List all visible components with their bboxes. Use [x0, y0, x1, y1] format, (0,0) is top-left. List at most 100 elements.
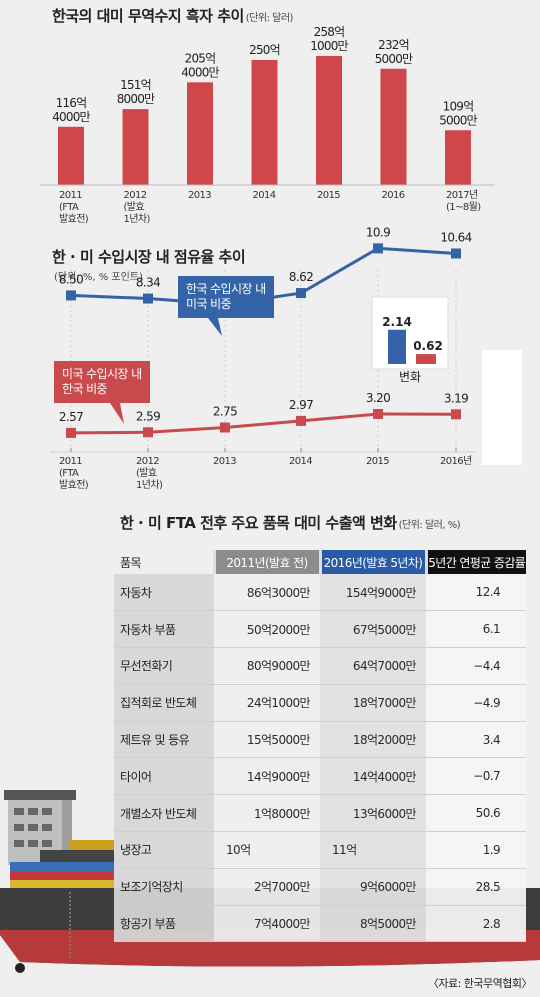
- cell-2011: 10억: [214, 831, 320, 869]
- bar-category-5: 2016: [382, 190, 405, 201]
- header-2011: 2011년(발효 전): [212, 550, 320, 574]
- line-chart-unit: (단위: %, % 포인트): [54, 272, 143, 283]
- bar-3: [251, 60, 278, 185]
- cell-2016: 154억9000만: [320, 574, 426, 612]
- us-callout-box: [178, 276, 274, 318]
- header-item: 품목: [120, 555, 141, 570]
- bar-5: [380, 68, 407, 185]
- bar-6: [445, 130, 471, 185]
- cell-2011: 2억7000만: [214, 868, 320, 906]
- cell-rate: 1.9: [426, 831, 526, 869]
- cell-2016: 11억: [320, 831, 426, 869]
- cell-rate: −4.4: [426, 647, 526, 685]
- cell-2016: 8억5000만: [320, 905, 426, 943]
- cell-item: 개별소자 반도체: [114, 794, 214, 833]
- cell-item: 무선전화기: [114, 647, 214, 685]
- kr-label-0: 2.57: [59, 410, 83, 424]
- kr-series-line: [70, 412, 457, 435]
- cell-2011: 50억2000만: [214, 610, 320, 649]
- table-row: 타이어 14억9000만 14억4000만 −0.7: [114, 757, 526, 796]
- us-label-0: 8.50: [59, 272, 83, 286]
- change-bar-us: [388, 329, 406, 364]
- cell-item: 항공기 부품: [114, 905, 214, 943]
- us-callout-label: 한국 수입시장 내 미국 비중: [186, 282, 266, 311]
- kr-point-0: [66, 427, 76, 438]
- change-inset: [371, 296, 449, 370]
- cell-item: 보조기억장치: [114, 868, 214, 906]
- line-category-3: 2014: [289, 456, 312, 467]
- table-row: 제트유 및 등유 15억5000만 18억2000만 3.4: [114, 721, 526, 759]
- line-category-0: 2011 (FTA 발효전): [59, 456, 89, 491]
- us-point-4: [373, 243, 383, 254]
- us-point-1: [143, 293, 153, 304]
- cell-item: 자동차 부품: [114, 610, 214, 649]
- bar-label-3: 250억: [249, 43, 280, 57]
- line-chart-title: 한 · 미 수입시장 내 점유율 추이: [52, 248, 246, 266]
- cell-2011: 7억4000만: [214, 905, 320, 943]
- bar-category-6: 2017년 (1~8월): [446, 189, 481, 213]
- bar-label-2: 205억 4000만: [181, 51, 219, 79]
- cell-rate: 2.8: [426, 905, 526, 943]
- cell-2016: 13억6000만: [320, 794, 426, 833]
- kr-label-1: 2.59: [136, 409, 160, 423]
- bar-0: [58, 126, 84, 185]
- header-rate: 5년간 연평균 증감률: [424, 550, 526, 574]
- us-label-1: 8.34: [136, 276, 160, 290]
- line-category-1: 2012 (발효 1년차): [136, 456, 163, 491]
- table-row: 개별소자 반도체 1억8000만 13억6000만 50.6: [114, 794, 526, 833]
- cell-2016: 67억5000만: [320, 610, 426, 649]
- us-label-5: 10.64: [440, 230, 471, 244]
- cell-2016: 18억7000만: [320, 684, 426, 722]
- kr-label-2: 2.75: [213, 405, 237, 419]
- cell-2011: 24억1000만: [214, 684, 320, 722]
- cell-item: 제트유 및 등유: [114, 721, 214, 759]
- cell-2016: 18억2000만: [320, 721, 426, 759]
- cell-rate: 12.4: [426, 574, 526, 612]
- us-point-5: [451, 248, 461, 259]
- cell-item: 집적회로 반도체: [114, 684, 214, 722]
- change-caption: 변화: [399, 370, 421, 384]
- cell-rate: 6.1: [426, 610, 526, 649]
- bar-category-3: 2014: [253, 190, 276, 201]
- table-header-row: 품목 2011년(발효 전) 2016년(발효 5년차) 5년간 연평균 증감률: [114, 550, 526, 574]
- cell-2016: 64억7000만: [320, 647, 426, 685]
- table-row: 집적회로 반도체 24억1000만 18억7000만 −4.9: [114, 684, 526, 722]
- cell-2011: 14억9000만: [214, 757, 320, 796]
- bar-label-0: 116억 4000만: [52, 96, 90, 124]
- table-row: 보조기억장치 2억7000만 9억6000만 28.5: [114, 868, 526, 906]
- source-note: 〈자료: 한국무역협회〉: [427, 977, 533, 990]
- line-category-5: 2016년: [440, 455, 472, 467]
- cell-2011: 15억5000만: [214, 721, 320, 759]
- us-label-4: 10.9: [366, 225, 390, 239]
- us-point-0: [66, 290, 76, 301]
- line-chart: 8.508.348.058.6210.910.642.572.592.752.9…: [50, 225, 475, 491]
- cell-2011: 80억9000만: [214, 647, 320, 685]
- bar-chart-title: 한국의 대미 무역수지 흑자 추이 (단위: 달러): [52, 7, 293, 25]
- kr-label-4: 3.20: [366, 391, 390, 405]
- kr-label-5: 3.19: [444, 391, 468, 405]
- kr-callout-label: 미국 수입시장 내 한국 비중: [62, 367, 142, 396]
- bar-category-4: 2015: [317, 190, 340, 201]
- kr-point-4: [373, 409, 383, 419]
- bar-label-4: 258억 1000만: [310, 25, 348, 53]
- table-title: 한 · 미 FTA 전후 주요 품목 대미 수출액 변화 (단위: 달러, %): [120, 514, 461, 532]
- bar-4: [316, 55, 342, 186]
- bar-chart: 116억 4000만 2011 (FTA 발효전) 151억 8000만 2012 (발효 1년차…: [40, 25, 495, 225]
- cell-rate: −4.9: [426, 684, 526, 722]
- cell-rate: 3.4: [426, 721, 526, 759]
- bar-category-2: 2013: [188, 190, 211, 201]
- table-row: 자동차 부품 50억2000만 67억5000만 6.1: [114, 610, 526, 649]
- bar-category-0: 2011 (FTA 발효전): [59, 190, 89, 225]
- header-2016: 2016년(발효 5년차): [318, 550, 426, 574]
- bar-label-5: 232억 5000만: [375, 38, 413, 66]
- table-row: 무선전화기 80억9000만 64억7000만 −4.4: [114, 647, 526, 685]
- bar-1: [122, 109, 149, 185]
- us-label-3: 8.62: [289, 270, 313, 284]
- cell-rate: 50.6: [426, 794, 526, 833]
- change-bar-kr: [416, 354, 436, 364]
- kr-point-5: [451, 409, 461, 420]
- kr-callout-pointer: [110, 403, 124, 424]
- line-category-4: 2015: [366, 456, 389, 467]
- table-row: 냉장고 10억 11억 1.9: [114, 831, 526, 869]
- cell-2016: 9억6000만: [320, 868, 426, 906]
